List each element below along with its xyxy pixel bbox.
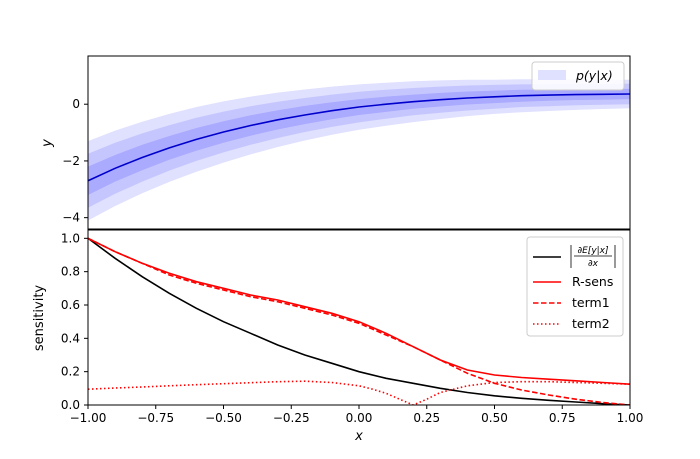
bottom-legend: ∂E[y|x] ∂x R-sens term1 term2	[526, 236, 624, 337]
series-line-2	[88, 237, 630, 385]
bottom-y-tick-label: 0.4	[61, 331, 80, 345]
series-line-1	[88, 237, 630, 405]
legend-swatch-p-y-given-x	[538, 70, 566, 80]
legend-label-term2: term2	[572, 316, 610, 331]
top-y-tick-label: −4	[62, 211, 80, 225]
bottom-y-tick-label: 0.8	[61, 265, 80, 279]
bottom-x-tick-label: −0.50	[205, 411, 242, 425]
top-legend-box	[531, 61, 625, 91]
top-y-tick-label: 0	[72, 97, 80, 111]
bottom-panel: 0.0 0.2 0.4 0.6 0.8 1.0 −1.00 −0.75 −0.50 −0.25 0…	[32, 229, 644, 444]
bottom-x-axis-label: x	[354, 429, 363, 444]
legend-label-p-y-given-x: p(y|x)	[575, 68, 613, 83]
bottom-y-tick-label: 0.2	[61, 365, 80, 379]
bottom-x-tick-label: 0.50	[481, 411, 508, 425]
bottom-y-tick-label: 0.6	[61, 298, 80, 312]
bottom-x-tick-label: −0.25	[273, 411, 310, 425]
bottom-x-tick-label: −0.75	[137, 411, 174, 425]
sensitivity-lines	[88, 237, 630, 405]
predictive-bands	[88, 79, 630, 221]
legend-label-r-sens: R-sens	[572, 274, 613, 289]
mean-line	[88, 93, 630, 182]
svg-text:∂E[y|x]: ∂E[y|x]	[577, 246, 609, 256]
bottom-x-tick-label: −1.00	[70, 411, 107, 425]
bottom-x-tick-label: 0.75	[549, 411, 576, 425]
series-line-4	[88, 380, 630, 405]
bottom-y-axis-label: sensitivity	[32, 285, 47, 352]
predictive-band-3	[88, 88, 630, 195]
predictive-band-2	[88, 83, 630, 208]
legend-label-derivative: ∂E[y|x] ∂x	[570, 245, 616, 269]
top-panel: 0 −2 −4 y p(y|x)	[40, 55, 631, 230]
top-y-axis-label: y	[40, 139, 55, 148]
bottom-x-ticks: −1.00 −0.75 −0.50 −0.25 0.00 0.25 0.50 0.75 1.00	[70, 405, 644, 425]
bottom-x-tick-label: 0.00	[346, 411, 373, 425]
top-y-tick-label: −2	[62, 154, 80, 168]
top-y-ticks: 0 −2 −4	[62, 97, 88, 225]
bottom-axes-frame	[87, 229, 631, 406]
svg-text:∂x: ∂x	[588, 259, 599, 269]
bottom-x-tick-label: 0.25	[413, 411, 440, 425]
top-legend: p(y|x)	[531, 61, 625, 91]
series-line-3	[88, 237, 630, 405]
bottom-x-tick-label: 1.00	[617, 411, 644, 425]
top-axes-frame	[87, 55, 631, 230]
bottom-legend-box	[526, 236, 624, 337]
bottom-y-ticks: 0.0 0.2 0.4 0.6 0.8 1.0	[61, 231, 88, 412]
bottom-y-tick-label: 0.0	[61, 398, 80, 412]
mean-line-path	[88, 93, 630, 182]
bottom-y-tick-label: 1.0	[61, 231, 80, 245]
legend-label-term1: term1	[572, 295, 610, 310]
